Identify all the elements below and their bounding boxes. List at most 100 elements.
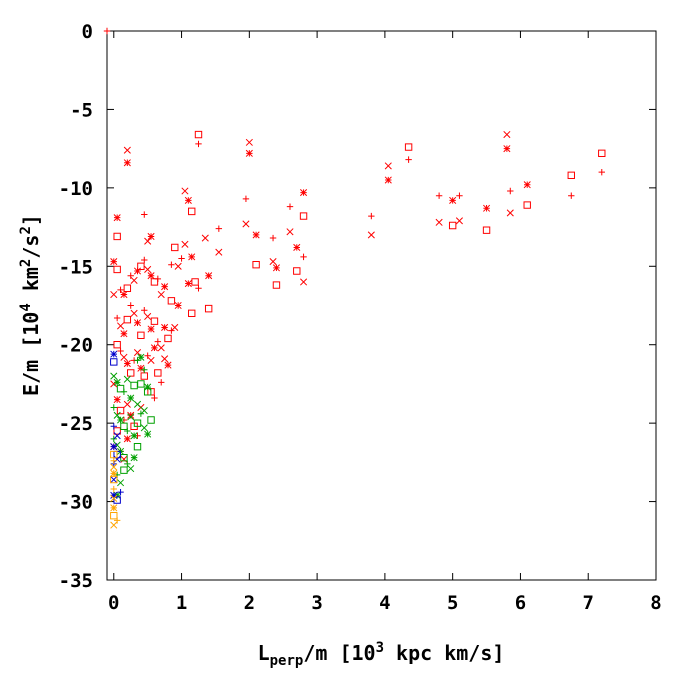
data-point <box>113 496 121 504</box>
data-point <box>123 284 132 292</box>
data-point <box>120 330 128 338</box>
y-axis-label-sup1: 4 <box>18 303 34 311</box>
data-point <box>435 218 443 226</box>
data-point <box>147 232 155 241</box>
data-point <box>299 212 308 220</box>
data-point <box>123 375 131 383</box>
data-point <box>174 262 182 270</box>
data-point <box>252 261 260 269</box>
data-point <box>269 258 277 266</box>
data-point <box>123 159 131 167</box>
data-point <box>293 243 301 252</box>
data-point <box>117 488 124 496</box>
data-point <box>188 309 196 318</box>
data-point <box>117 416 125 424</box>
data-point <box>252 231 260 239</box>
data-point <box>130 432 138 440</box>
data-point <box>368 212 375 220</box>
data-point <box>123 359 131 368</box>
data-point <box>116 406 125 415</box>
data-point <box>137 353 145 361</box>
data-point <box>127 411 135 419</box>
data-point <box>164 361 172 369</box>
data-point <box>110 457 117 464</box>
data-point <box>157 344 165 352</box>
data-point <box>367 231 375 239</box>
data-point <box>154 275 162 283</box>
x-tick-label: 6 <box>515 592 526 614</box>
data-point <box>167 297 176 305</box>
data-point <box>449 196 457 204</box>
data-point <box>147 416 155 424</box>
data-point <box>242 195 250 203</box>
data-point <box>195 285 202 292</box>
data-point <box>123 435 131 443</box>
series-2 <box>110 350 124 504</box>
y-axis-label-d: ] <box>19 214 43 226</box>
data-point <box>143 388 152 396</box>
data-point <box>133 419 142 427</box>
data-point <box>272 281 281 289</box>
data-point <box>127 413 135 421</box>
x-axis-label: Lperp/m [103 kpc km/s] <box>258 640 505 669</box>
data-point <box>137 380 145 388</box>
data-point <box>127 272 134 279</box>
data-point <box>124 460 131 468</box>
data-point <box>127 369 135 377</box>
data-point <box>110 450 118 459</box>
data-point <box>110 258 118 266</box>
data-point <box>150 344 158 352</box>
data-point <box>110 476 118 484</box>
data-point <box>133 349 142 357</box>
y-tick-label: 0 <box>82 21 93 43</box>
data-point <box>141 211 148 218</box>
data-point <box>181 187 189 195</box>
x-axis-label-base: L <box>258 641 270 665</box>
data-point <box>113 232 121 241</box>
data-point <box>384 162 392 170</box>
data-point <box>456 192 463 199</box>
data-point <box>140 372 148 380</box>
data-point <box>300 189 308 197</box>
data-point <box>405 156 412 163</box>
data-point <box>568 192 575 199</box>
data-point <box>144 312 152 321</box>
x-tick-label: 1 <box>176 592 187 614</box>
data-point <box>154 338 162 345</box>
data-point <box>205 272 213 280</box>
series-1 <box>110 353 155 499</box>
data-point <box>144 430 152 438</box>
data-point <box>120 353 128 361</box>
data-point <box>113 455 121 463</box>
y-tick-label: -10 <box>59 178 93 200</box>
data-point <box>483 204 491 212</box>
data-point <box>113 432 121 440</box>
data-point <box>133 442 142 451</box>
data-point <box>113 265 121 274</box>
data-point <box>171 243 179 252</box>
tick-labels: 0 1 2 3 4 5 6 7 8 0 -5 -10 -15 -20 -25 -30 -35 <box>59 21 662 614</box>
data-point <box>184 279 192 288</box>
data-point <box>286 203 294 210</box>
data-point <box>137 410 145 417</box>
y-axis-label: E/m [104 km2/s2] <box>18 214 43 396</box>
data-point <box>113 214 121 222</box>
data-point <box>117 479 125 487</box>
data-point <box>161 283 169 291</box>
data-point <box>110 350 118 358</box>
data-point <box>137 262 145 270</box>
data-point <box>110 443 118 451</box>
y-axis-label-b: km <box>19 267 43 303</box>
data-point <box>137 364 145 372</box>
data-point <box>110 404 117 411</box>
data-point <box>120 388 128 395</box>
data-point <box>110 491 118 499</box>
data-point <box>245 149 253 157</box>
data-point <box>523 201 531 209</box>
y-tick-label: -25 <box>59 413 93 435</box>
data-point <box>110 494 118 502</box>
data-point <box>204 304 213 313</box>
data-point <box>117 322 125 330</box>
data-point <box>120 290 128 299</box>
data-point <box>168 327 175 334</box>
